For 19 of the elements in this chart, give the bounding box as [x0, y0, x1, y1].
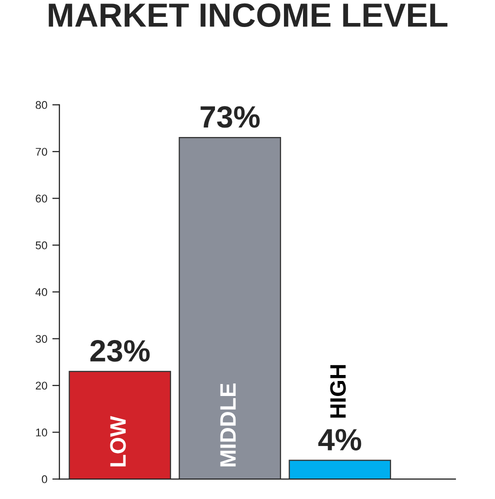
x-tick-label: HIGH [330, 365, 346, 418]
data-label: 4% [318, 428, 362, 450]
chart-title: MARKET INCOME LEVEL [48, 3, 448, 27]
data-label: 23% [90, 340, 150, 362]
bar [68, 370, 172, 480]
y-tick-label: 20 [36, 382, 48, 390]
y-tick-label: 10 [36, 428, 48, 436]
y-tick-label: 70 [36, 148, 48, 156]
y-tick-label: 80 [36, 101, 48, 109]
x-tick-label: MIDDLE [220, 384, 236, 466]
bar [178, 136, 282, 480]
y-tick-label: 30 [36, 334, 48, 343]
y-tick-label: 60 [36, 194, 48, 202]
data-label: 73% [200, 106, 260, 128]
y-tick-label: 40 [35, 288, 48, 296]
y-tick-label: 0 [42, 475, 48, 484]
bar [288, 460, 392, 480]
y-tick-label: 50 [36, 241, 48, 250]
x-tick-label: LOW [110, 416, 126, 466]
